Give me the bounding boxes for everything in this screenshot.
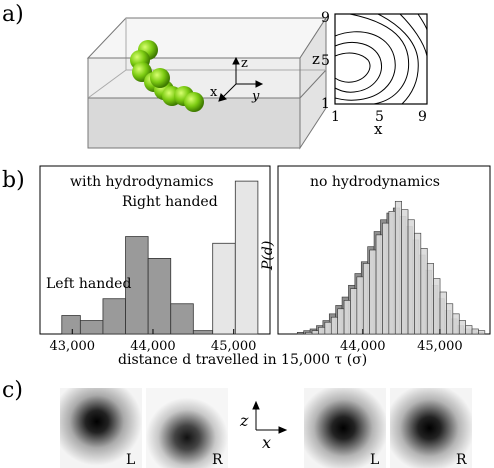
histogram-bar: [388, 211, 396, 335]
image-label: L: [370, 452, 379, 468]
right-histogram: [296, 200, 486, 335]
left-x-ticks: [71, 329, 235, 334]
histogram-bar: [234, 180, 259, 335]
histogram-bar: [414, 232, 422, 335]
contour-xlabel: x: [374, 120, 383, 138]
histogram-bar: [343, 300, 351, 335]
histogram-bar: [79, 320, 104, 335]
histogram-bar: [296, 332, 304, 335]
annotation-right-handed: Right handed: [122, 194, 218, 210]
axes-zx: [252, 400, 288, 434]
contour-plot: [334, 13, 428, 105]
density-image-1: L: [60, 388, 142, 468]
panel-label-a: a): [2, 2, 24, 27]
right-x-ticks: [362, 329, 441, 334]
axis-x-label: x: [210, 85, 218, 100]
right-chart-ylabel: P(d): [260, 241, 276, 271]
histogram-bar: [337, 308, 345, 335]
panel-label-c: c): [2, 378, 23, 403]
histogram-bar: [446, 303, 454, 335]
image-label: R: [212, 452, 223, 468]
axis-y-label: y: [251, 89, 260, 104]
histogram-bar: [356, 276, 364, 335]
left-xtick-label: 45,000: [211, 339, 257, 354]
contour-ytick-bottom: 1: [321, 96, 330, 112]
right-xtick-label: 45,000: [417, 339, 463, 354]
histogram-bar: [433, 278, 441, 335]
histogram-bar: [330, 316, 338, 335]
histogram-bar: [212, 242, 236, 335]
histogram-bar: [102, 298, 126, 335]
density-image-3: L: [304, 388, 386, 468]
histogram-bar: [420, 248, 428, 335]
histogram-bar: [192, 330, 214, 335]
axis-z-label-c: z: [239, 411, 249, 430]
image-label: L: [126, 452, 135, 468]
axes-triad: [218, 56, 264, 102]
histogram-bar: [305, 332, 313, 335]
bead: [184, 92, 204, 112]
histogram-bar: [478, 330, 486, 335]
panel-c-figure: L R z x L R: [60, 388, 472, 468]
axis-x-label-c: x: [262, 433, 271, 452]
bead: [150, 68, 170, 88]
contour-ytick-mid: 5: [321, 53, 330, 69]
panel-b-figure: with hydrodynamics Right handed Left han…: [39, 165, 491, 368]
histogram-bar: [61, 315, 81, 335]
panel-label-b: b): [2, 168, 25, 193]
left-xtick-label: 43,000: [50, 339, 96, 354]
histogram-bar: [439, 291, 447, 335]
simulation-box: [86, 16, 327, 150]
left-histogram: [61, 180, 259, 335]
histogram-bar: [401, 209, 409, 335]
left-chart-title: with hydrodynamics: [70, 174, 214, 190]
histogram-bar: [407, 219, 415, 335]
histogram-bar: [465, 325, 473, 335]
contour-ylabel: z: [312, 50, 320, 68]
histogram-bar: [350, 288, 358, 335]
contour-xtick-mid: 5: [375, 109, 384, 125]
histogram-bar: [375, 234, 383, 335]
contour-xtick-left: 1: [331, 109, 340, 125]
left-xtick-label: 44,000: [130, 339, 176, 354]
right-chart-title: no hydrodynamics: [310, 174, 440, 190]
image-label: R: [456, 452, 467, 468]
histogram-bar: [369, 249, 377, 335]
histogram-bar: [362, 263, 370, 335]
histogram-bar: [311, 330, 319, 335]
annotation-left-handed: Left handed: [46, 276, 131, 292]
histogram-bar: [318, 326, 326, 335]
histogram-bar: [426, 263, 434, 335]
panel-a-figure: z x y z 9 5 1 1 5 9 x: [86, 10, 428, 150]
density-image-2: R: [146, 388, 228, 468]
histogram-bar: [324, 321, 332, 335]
density-image-4: R: [390, 388, 472, 468]
histogram-bar: [458, 320, 466, 335]
histogram-bar: [471, 328, 479, 335]
right-xtick-label: 44,000: [340, 339, 386, 354]
swimmer-beads: [130, 40, 204, 112]
histogram-bar: [170, 303, 194, 335]
histogram-bar: [452, 313, 460, 335]
histogram-bar: [147, 258, 172, 335]
histogram-bar: [382, 222, 390, 335]
histogram-bar: [394, 200, 402, 335]
contour-xtick-right: 9: [418, 109, 427, 125]
shared-xlabel: distance d travelled in 15,000 τ (σ): [118, 352, 367, 368]
contour-ytick-top: 9: [321, 10, 330, 26]
axis-z-label: z: [241, 56, 248, 71]
